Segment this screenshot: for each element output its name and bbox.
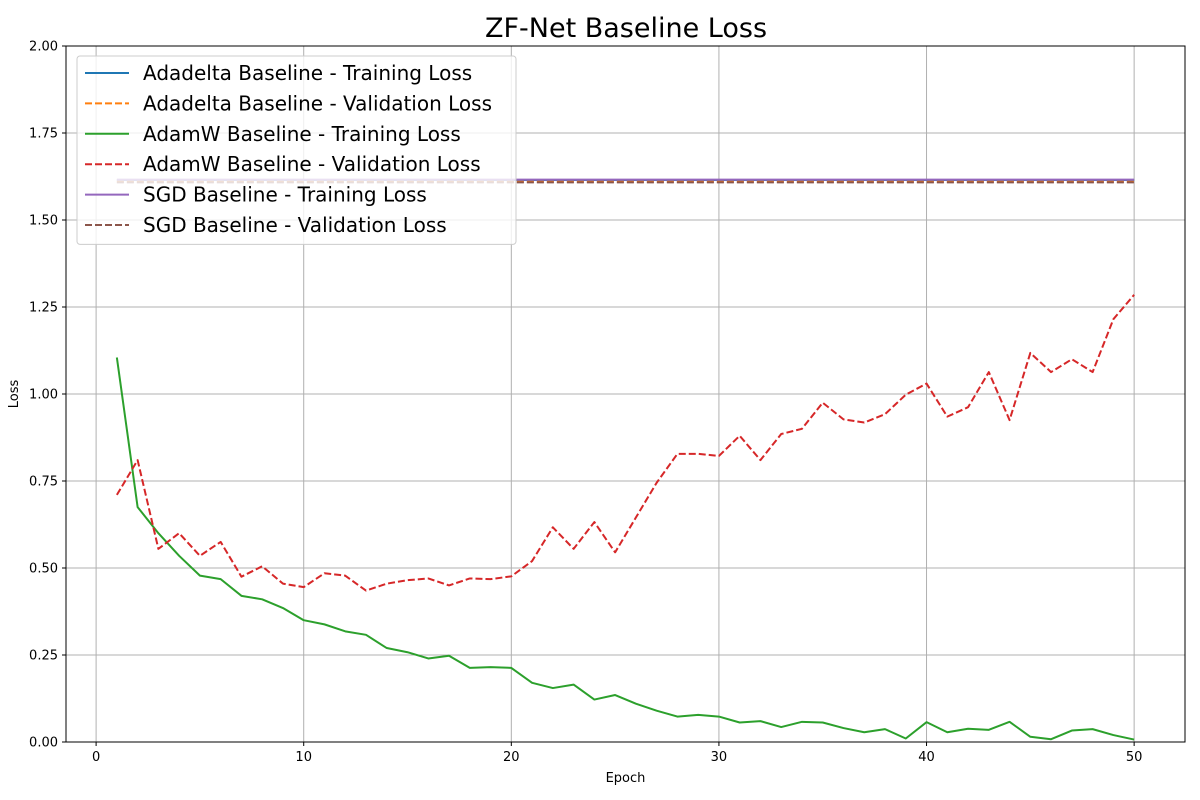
legend-entry-5: SGD Baseline - Validation Loss (143, 213, 447, 237)
legend: Adadelta Baseline - Training Loss Adadelt… (76, 55, 517, 245)
x-axis-label: Epoch (606, 771, 646, 786)
x-tick-label: 50 (1126, 750, 1143, 765)
y-tick-label: 0.25 (29, 649, 58, 664)
series-line-3 (116, 294, 1135, 592)
legend-box (76, 55, 517, 245)
legend-entry-4: SGD Baseline - Training Loss (143, 183, 427, 207)
legend-entry-3: AdamW Baseline - Validation Loss (143, 152, 481, 176)
legend-entry-1: Adadelta Baseline - Validation Loss (143, 91, 492, 115)
y-tick-label: 2.00 (29, 40, 58, 55)
x-tick-label: 30 (711, 750, 728, 765)
legend-entry-2: AdamW Baseline - Training Loss (143, 122, 461, 146)
y-tick-label: 1.75 (29, 127, 58, 142)
x-tick-label: 40 (918, 750, 935, 765)
y-tick-label: 0.75 (29, 475, 58, 490)
y-tick-label: 0.50 (29, 562, 58, 577)
y-tick-label: 1.50 (29, 214, 58, 229)
legend-entry-0: Adadelta Baseline - Training Loss (143, 61, 472, 85)
x-tick-label: 0 (92, 750, 100, 765)
x-tick-label: 20 (503, 750, 520, 765)
series-line-2 (115, 357, 1135, 741)
y-tick-label: 0.00 (29, 736, 58, 751)
chart-title: ZF-Net Baseline Loss (485, 13, 767, 44)
x-tick-label: 10 (295, 750, 312, 765)
y-axis-label: Loss (7, 380, 22, 409)
axis-ticks: 0 10 20 30 40 50 0.00 0.25 0.50 0.75 1.00 1.25 1.50 1… (29, 40, 1142, 766)
y-tick-label: 1.00 (29, 388, 58, 403)
y-tick-label: 1.25 (29, 301, 58, 316)
